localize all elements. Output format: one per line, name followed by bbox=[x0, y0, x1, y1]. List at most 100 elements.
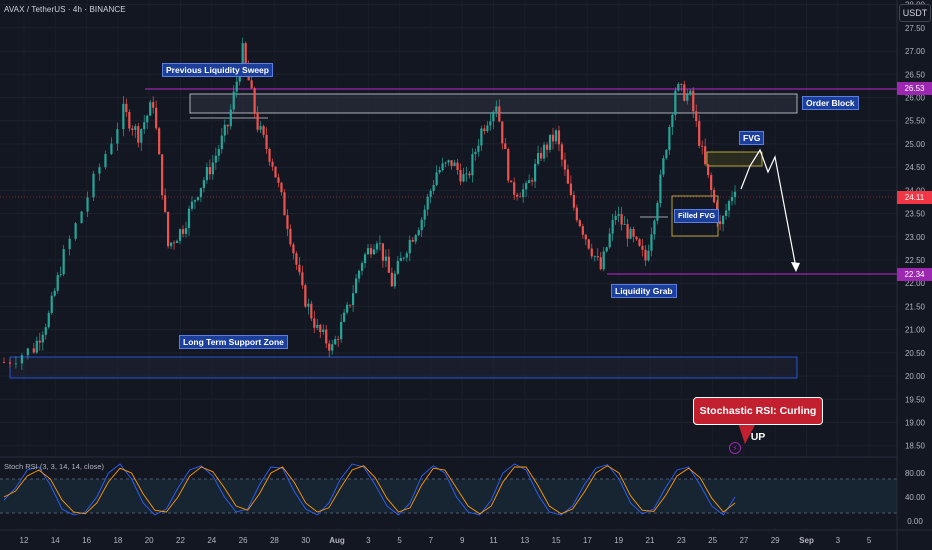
candle-body bbox=[569, 183, 572, 195]
candle-body bbox=[271, 161, 274, 167]
candle-body bbox=[161, 154, 164, 196]
candle-body bbox=[653, 220, 656, 235]
candle-body bbox=[256, 112, 259, 130]
candle-body bbox=[354, 278, 358, 294]
candle-body bbox=[533, 163, 537, 182]
candle-body bbox=[205, 167, 208, 181]
candle-body bbox=[730, 197, 734, 202]
candle-body bbox=[2, 362, 6, 363]
candle-body bbox=[581, 226, 584, 235]
candle-body bbox=[584, 234, 587, 240]
candle-body bbox=[131, 128, 134, 130]
candle-body bbox=[140, 129, 143, 143]
candle-body bbox=[402, 257, 405, 259]
candle-body bbox=[498, 106, 501, 122]
candle-body bbox=[393, 273, 396, 287]
candle-body bbox=[575, 207, 578, 221]
candle-body bbox=[710, 175, 713, 190]
candle-body bbox=[351, 293, 355, 306]
candle-body bbox=[566, 169, 570, 184]
candle-body bbox=[665, 150, 668, 159]
currency-button[interactable]: USDT bbox=[899, 4, 931, 22]
grid-lines bbox=[0, 4, 897, 447]
candle-body bbox=[8, 362, 12, 364]
candle-body bbox=[262, 126, 265, 135]
candle-body bbox=[328, 343, 331, 351]
candle-body bbox=[596, 256, 599, 258]
time-tick-label: 9 bbox=[460, 536, 465, 545]
candle-body bbox=[325, 329, 328, 344]
candle-body bbox=[396, 261, 399, 274]
candle-body bbox=[733, 191, 737, 198]
candle-body bbox=[718, 221, 722, 225]
candle-body bbox=[56, 275, 59, 291]
candle-body bbox=[474, 151, 477, 155]
candle-body bbox=[671, 114, 674, 128]
price-tick-label: 20.00 bbox=[905, 372, 926, 381]
candle-body bbox=[611, 220, 614, 234]
time-tick-label: Sep bbox=[799, 536, 814, 545]
candle-body bbox=[399, 257, 402, 262]
time-tick-label: 27 bbox=[739, 536, 748, 545]
candle-body bbox=[644, 249, 647, 261]
previous-liquidity-sweep-label: Previous Liquidity Sweep bbox=[162, 63, 273, 77]
candle-body bbox=[155, 107, 158, 129]
candle-body bbox=[208, 167, 211, 175]
stoch-d-line bbox=[3, 465, 736, 515]
candle-body bbox=[372, 249, 376, 255]
candle-body bbox=[680, 83, 683, 85]
time-axis-ticks: 12 14 16 18 20 22 24 26 28 30 Aug 3 5 7 9 11 13 15 17 19 21 2… bbox=[20, 536, 872, 545]
candle-body bbox=[471, 154, 474, 176]
candle-body bbox=[572, 194, 575, 208]
time-tick-label: 16 bbox=[82, 536, 91, 545]
price-tick-label: 25.50 bbox=[905, 117, 926, 126]
candle-body bbox=[241, 43, 244, 74]
candle-body bbox=[641, 245, 644, 250]
candle-body bbox=[319, 324, 322, 332]
candle-body bbox=[387, 256, 390, 273]
alert-icon[interactable] bbox=[729, 442, 741, 454]
price-tick-label: 27.00 bbox=[905, 47, 926, 56]
candle-body bbox=[704, 146, 707, 165]
candle-body bbox=[721, 215, 725, 225]
candle-body bbox=[698, 121, 701, 146]
candle-body bbox=[304, 285, 307, 307]
stoch-indicator-label[interactable]: Stoch RSI (3, 3, 14, 14, close) bbox=[4, 462, 105, 471]
candle-body bbox=[158, 128, 161, 155]
candle-body bbox=[605, 247, 608, 252]
candle-body bbox=[298, 264, 301, 273]
stoch-axis-ticks: 80.00 40.00 0.00 bbox=[905, 469, 926, 526]
candle-body bbox=[677, 83, 680, 91]
candle-body bbox=[390, 272, 393, 287]
alert-icon-glyph: ⚡ bbox=[732, 444, 738, 453]
candle-body bbox=[20, 355, 24, 364]
long-term-support-label: Long Term Support Zone bbox=[179, 335, 288, 349]
price-tick-label: 19.00 bbox=[905, 419, 926, 428]
price-tick-label: 24.00 bbox=[905, 186, 926, 195]
candle-body bbox=[74, 223, 77, 239]
candle-body bbox=[199, 187, 203, 198]
candle-body bbox=[44, 327, 47, 335]
candle-body bbox=[578, 220, 581, 227]
candle-body bbox=[268, 148, 271, 162]
order-block-label: Order Block bbox=[802, 96, 859, 110]
candle-body bbox=[196, 197, 200, 201]
candle-body bbox=[41, 334, 44, 343]
candle-body bbox=[202, 180, 206, 188]
candle-body bbox=[486, 125, 489, 132]
candle-body bbox=[489, 121, 492, 126]
candle-body bbox=[149, 102, 152, 116]
candle-body bbox=[187, 208, 191, 229]
time-tick-label: 5 bbox=[867, 536, 872, 545]
candle-body bbox=[310, 303, 313, 319]
candle-body bbox=[435, 172, 438, 186]
time-tick-label: 20 bbox=[145, 536, 154, 545]
candle-body bbox=[617, 214, 620, 216]
candle-body bbox=[662, 158, 665, 175]
price-tick-label: 27.50 bbox=[905, 24, 926, 33]
candle-body bbox=[346, 304, 349, 313]
candle-body bbox=[692, 90, 695, 112]
candle-body bbox=[525, 183, 528, 190]
candle-body bbox=[674, 90, 677, 115]
